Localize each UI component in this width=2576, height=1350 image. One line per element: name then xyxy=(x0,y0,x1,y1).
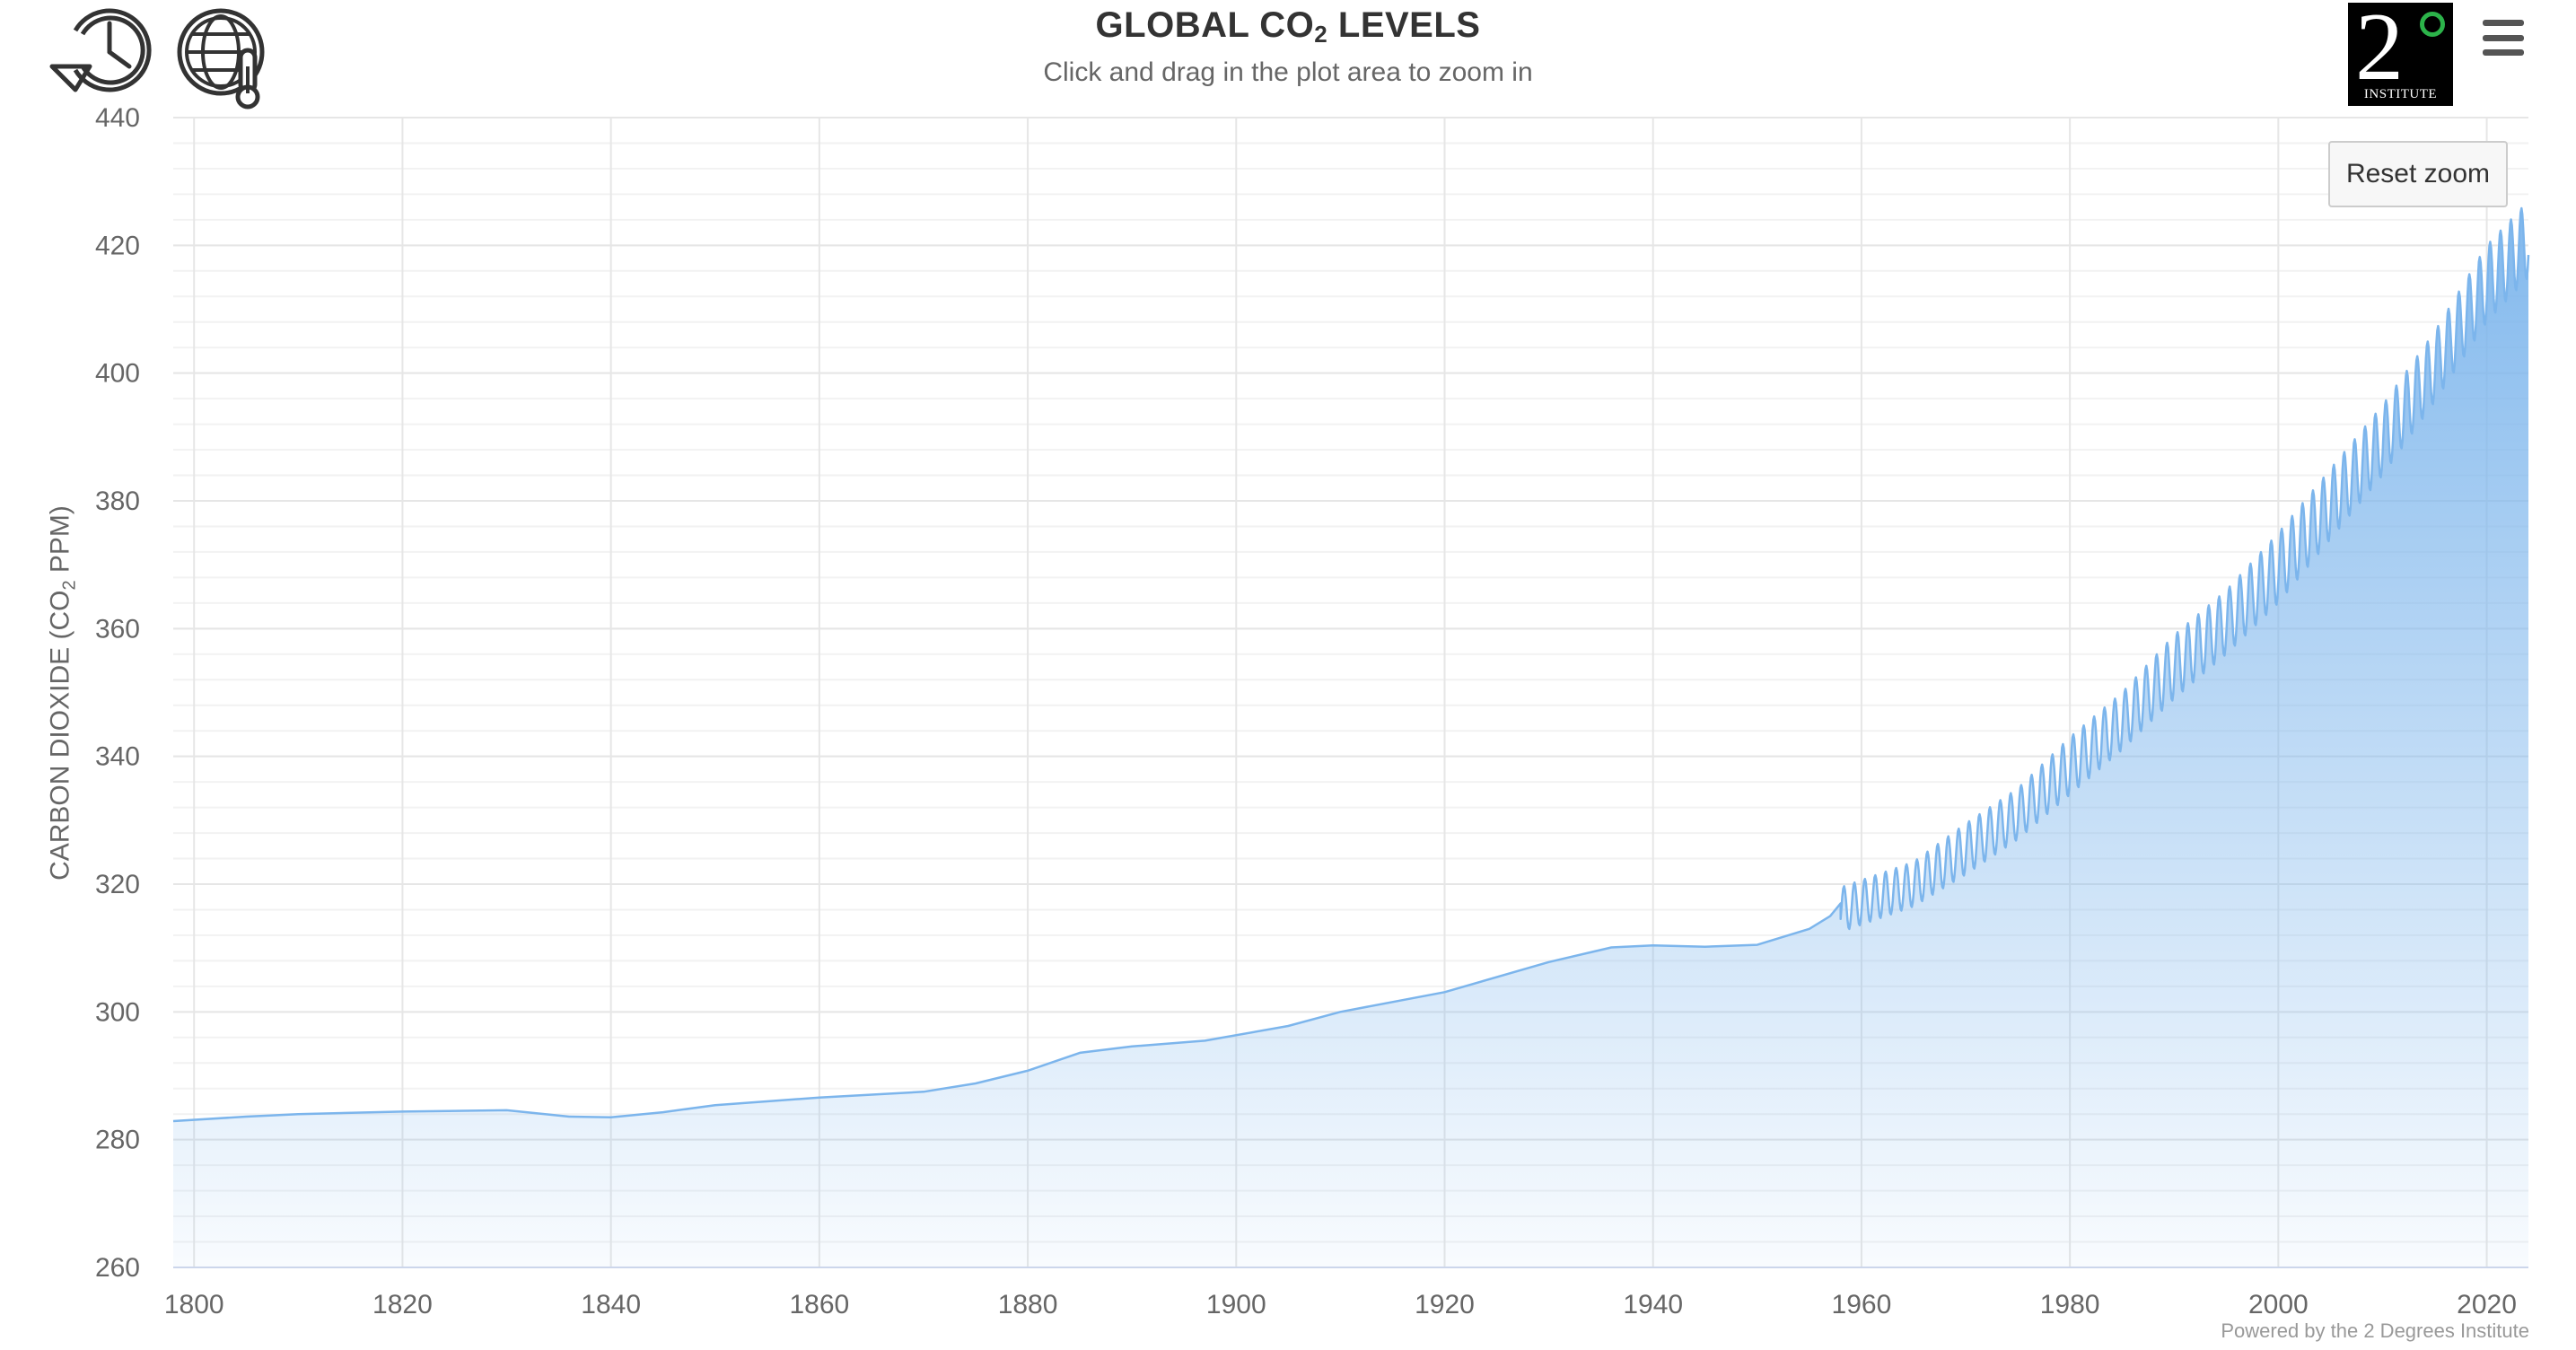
co2-area-fill xyxy=(173,208,2528,1267)
y-tick-label: 320 xyxy=(95,870,140,899)
x-tick-label: 1960 xyxy=(1832,1290,1892,1319)
x-tick-label: 1840 xyxy=(581,1290,641,1319)
y-tick-label: 280 xyxy=(95,1126,140,1155)
y-tick-label: 380 xyxy=(95,487,140,516)
chart-title-prefix: GLOBAL CO xyxy=(1095,5,1315,45)
history-icon[interactable] xyxy=(48,4,160,101)
globe-thermometer-icon[interactable] xyxy=(176,4,269,110)
logo-degree-ring xyxy=(2420,12,2445,37)
logo-numeral: 2 xyxy=(2355,0,2404,101)
logo-text: INSTITUTE xyxy=(2363,87,2438,101)
chart-title-suffix: LEVELS xyxy=(1327,5,1481,45)
y-tick-label: 440 xyxy=(95,103,140,133)
x-tick-label: 2020 xyxy=(2457,1290,2517,1319)
chart-subtitle: Click and drag in the plot area to zoom … xyxy=(1043,57,1533,87)
reset-zoom-button[interactable]: Reset zoom xyxy=(2328,141,2508,207)
menu-bar xyxy=(2483,20,2524,26)
y-tick-label: 400 xyxy=(95,359,140,389)
x-tick-label: 1940 xyxy=(1623,1290,1683,1319)
y-axis-title: CARBON DIOXIDE (CO2 PPM) xyxy=(46,505,81,881)
y-tick-label: 300 xyxy=(95,997,140,1027)
x-tick-label: 1920 xyxy=(1415,1290,1475,1319)
co2-series-line xyxy=(172,206,2530,1123)
x-tick-label: 1800 xyxy=(164,1290,224,1319)
x-tick-label: 2000 xyxy=(2248,1290,2309,1319)
y-tick-label: 360 xyxy=(95,614,140,644)
menu-bar xyxy=(2483,34,2524,41)
y-tick-label: 340 xyxy=(95,742,140,772)
two-degrees-institute-logo[interactable]: 2 INSTITUTE xyxy=(2348,0,2453,106)
y-axis-title-suffix: PPM) xyxy=(45,505,75,581)
x-tick-label: 1820 xyxy=(372,1290,433,1319)
axis-layer: 260 280 300 320 340 360 380 400 420 440 1800 1820 18… xyxy=(95,103,2528,1319)
y-axis-title-subscript: 2 xyxy=(59,580,80,591)
hamburger-menu-icon[interactable] xyxy=(2483,20,2524,56)
y-tick-label: 260 xyxy=(95,1253,140,1283)
x-tick-label: 1880 xyxy=(998,1290,1058,1319)
x-tick-label: 1900 xyxy=(1206,1290,1266,1319)
x-tick-label: 1980 xyxy=(2040,1290,2100,1319)
x-tick-label: 1860 xyxy=(789,1290,849,1319)
chart-title-subscript: 2 xyxy=(1314,21,1328,48)
y-tick-label: 420 xyxy=(95,231,140,260)
chart-title: GLOBAL CO2 LEVELS xyxy=(0,5,2576,48)
credits-link[interactable]: Powered by the 2 Degrees Institute xyxy=(2221,1319,2529,1342)
series-layer xyxy=(172,206,2530,1267)
menu-bar xyxy=(2483,49,2524,56)
y-axis-title-prefix: CARBON DIOXIDE (CO xyxy=(45,590,75,881)
